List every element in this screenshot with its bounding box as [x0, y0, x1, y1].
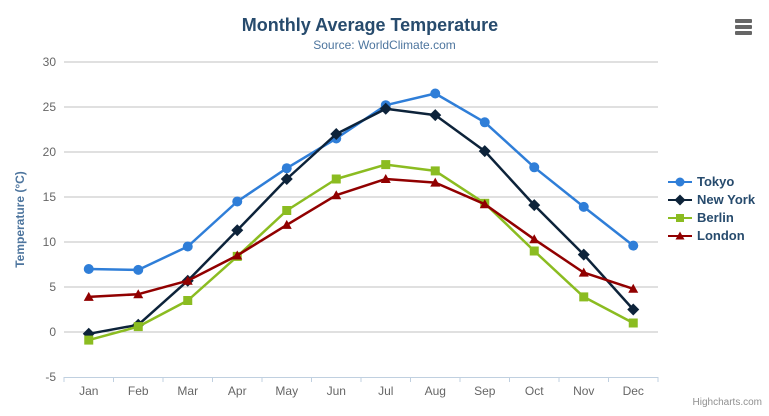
y-axis-label: 0 — [49, 325, 56, 339]
x-axis-label: Aug — [425, 384, 446, 398]
data-point[interactable] — [84, 335, 94, 345]
data-point[interactable] — [379, 102, 392, 115]
legend-item-label: Tokyo — [697, 174, 735, 189]
data-point[interactable] — [133, 264, 144, 275]
circle-marker-icon — [668, 177, 692, 187]
data-point[interactable] — [479, 199, 490, 209]
data-point[interactable] — [331, 174, 341, 184]
data-point[interactable] — [83, 264, 94, 274]
legend-item-label: Berlin — [697, 210, 734, 225]
legend-item-tokyo[interactable]: Tokyo — [668, 173, 755, 191]
data-point[interactable] — [529, 234, 540, 244]
data-point[interactable] — [627, 303, 640, 316]
data-point[interactable] — [529, 162, 540, 173]
data-point[interactable] — [479, 117, 490, 128]
hamburger-bar — [735, 19, 752, 23]
data-point[interactable] — [528, 199, 541, 212]
diamond-marker-icon — [668, 194, 692, 206]
y-axis-label: 10 — [43, 235, 57, 249]
y-axis-label: 20 — [43, 145, 57, 159]
data-point[interactable] — [281, 163, 292, 174]
x-axis-label: May — [275, 384, 298, 398]
legend-marker — [674, 194, 686, 206]
data-point[interactable] — [280, 173, 293, 185]
y-axis-label: -5 — [45, 370, 56, 384]
x-axis-label: Feb — [128, 384, 149, 398]
x-axis-label: Nov — [573, 384, 594, 398]
x-axis-label: Apr — [228, 384, 247, 398]
data-point[interactable] — [183, 296, 193, 305]
y-axis-title: Temperature (°C) — [13, 171, 27, 268]
data-point[interactable] — [430, 166, 440, 176]
square-marker-icon — [668, 214, 692, 222]
data-point[interactable] — [232, 250, 243, 260]
data-point[interactable] — [380, 174, 391, 183]
data-point[interactable] — [133, 322, 143, 332]
legend-item-london[interactable]: London — [668, 227, 755, 245]
hamburger-bar — [735, 25, 752, 29]
data-point[interactable] — [429, 109, 442, 122]
x-axis-label: Jul — [378, 384, 393, 398]
data-point[interactable] — [182, 241, 193, 252]
legend-marker — [675, 231, 685, 240]
x-axis-label: Sep — [474, 384, 496, 398]
x-axis-label: Jun — [327, 384, 346, 398]
series-line-new-york — [87, 107, 635, 336]
legend-item-new-york[interactable]: New York — [668, 191, 755, 209]
data-point[interactable] — [282, 206, 292, 215]
x-axis-label: Jan — [79, 384, 98, 398]
data-point[interactable] — [330, 128, 343, 140]
series-line-berlin — [87, 163, 635, 342]
data-point[interactable] — [529, 246, 539, 256]
data-point[interactable] — [578, 201, 589, 212]
data-point[interactable] — [430, 88, 441, 99]
data-point[interactable] — [478, 145, 491, 158]
data-point[interactable] — [232, 196, 243, 207]
data-point[interactable] — [628, 283, 639, 293]
x-axis-label: Mar — [177, 384, 198, 398]
legend-marker — [676, 214, 684, 222]
y-axis-label: 15 — [43, 190, 57, 204]
triangle-marker-icon — [668, 231, 692, 240]
data-point[interactable] — [628, 240, 639, 251]
data-point[interactable] — [381, 160, 391, 170]
series-line-tokyo — [87, 92, 635, 272]
series-line-london — [87, 177, 635, 299]
y-axis-label: 30 — [43, 55, 57, 69]
legend-marker — [675, 177, 685, 187]
legend-item-label: New York — [697, 192, 756, 207]
x-axis-label: Dec — [623, 384, 644, 398]
y-axis-label: 25 — [43, 100, 57, 114]
legend-item-label: London — [697, 228, 745, 243]
data-point[interactable] — [577, 248, 590, 261]
hamburger-bar — [735, 31, 752, 35]
data-point[interactable] — [231, 224, 244, 237]
chart-subtitle: Source: WorldClimate.com — [313, 38, 456, 52]
data-point[interactable] — [83, 291, 94, 301]
legend-item-berlin[interactable]: Berlin — [668, 209, 755, 227]
export-menu-icon[interactable] — [735, 19, 752, 35]
data-point[interactable] — [579, 292, 589, 302]
legend: Tokyo New York Berlin London — [668, 173, 755, 245]
chart-title: Monthly Average Temperature — [241, 15, 499, 35]
x-axis-label: Oct — [525, 384, 544, 398]
data-point[interactable] — [430, 177, 441, 187]
data-point[interactable] — [578, 267, 589, 277]
data-point[interactable] — [182, 275, 193, 285]
data-point[interactable] — [133, 289, 144, 299]
data-point[interactable] — [331, 190, 342, 200]
data-point[interactable] — [281, 219, 292, 229]
credits-link[interactable]: Highcharts.com — [692, 397, 762, 408]
y-axis-label: 5 — [49, 280, 56, 294]
data-point[interactable] — [628, 318, 638, 328]
